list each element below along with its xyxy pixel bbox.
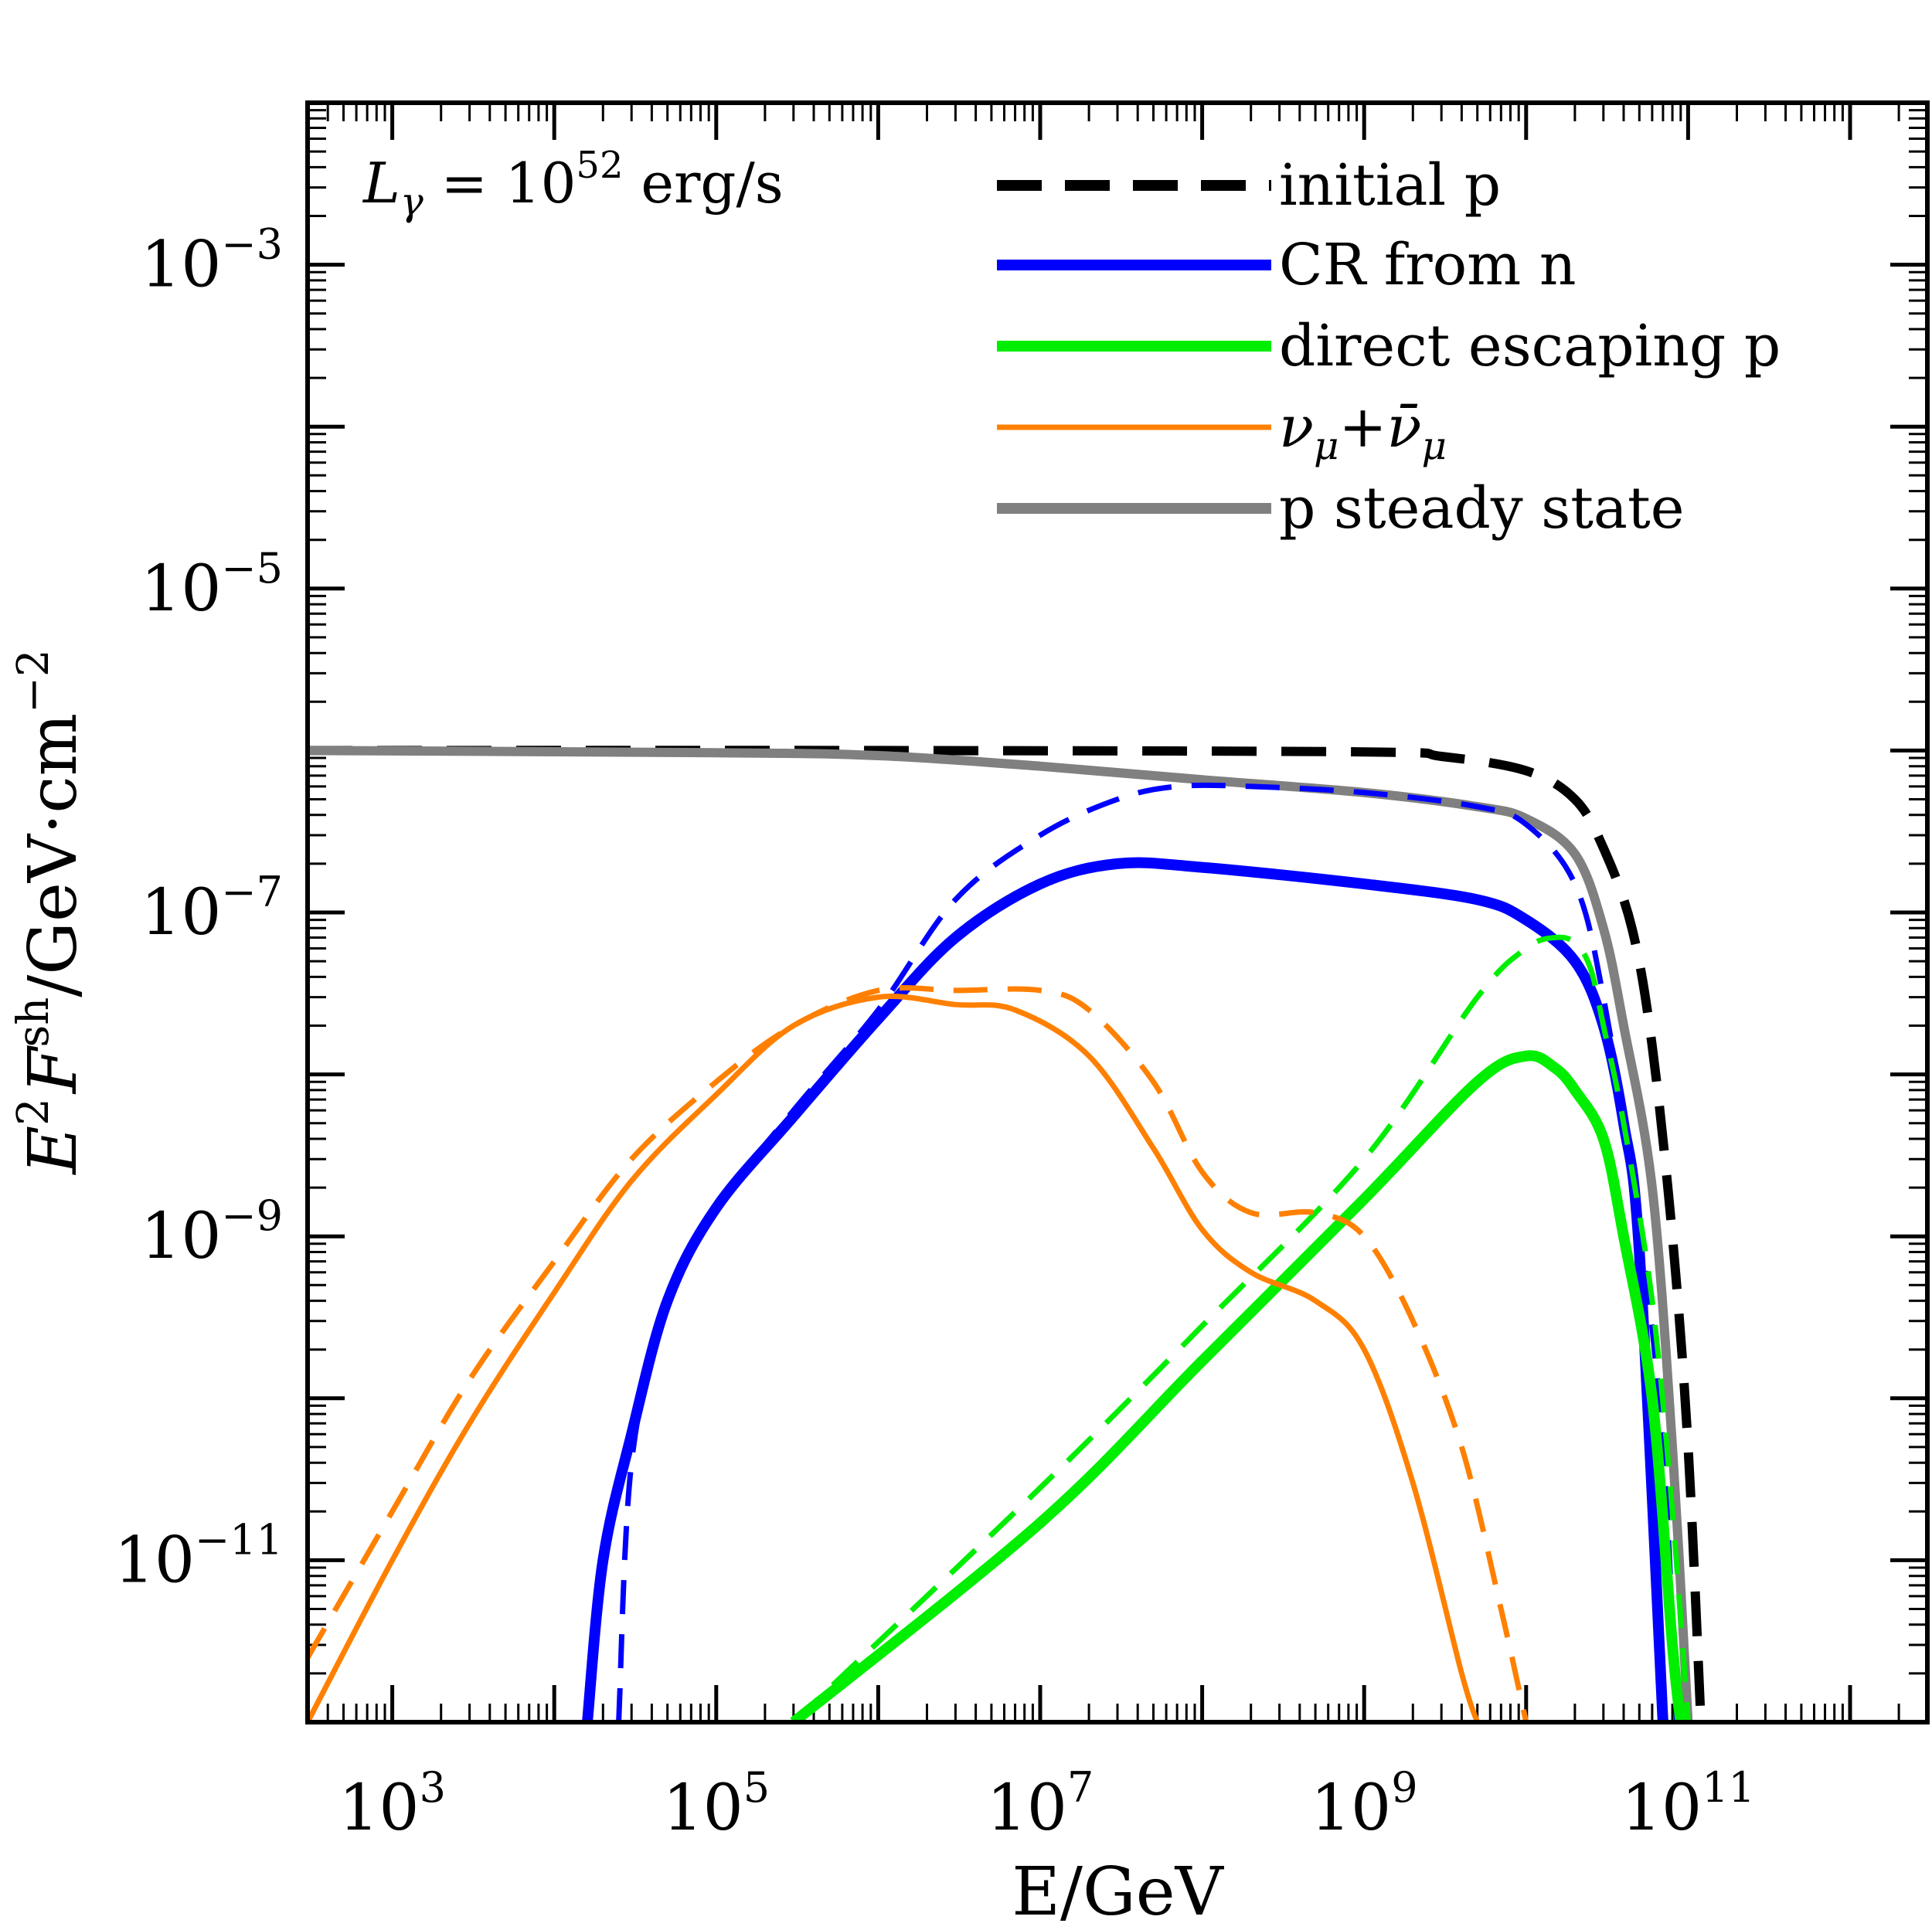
series-line xyxy=(582,857,1668,1722)
legend-label-neutrinos: νμ+ν̄μ xyxy=(1279,394,1447,468)
x-tick-labels: 103 105 107 109 1011 xyxy=(338,1763,1755,1845)
legend-label-cr-from-n: CR from n xyxy=(1279,232,1577,298)
series-line xyxy=(791,934,1691,1722)
x-axis-label: E/GeV xyxy=(1012,1854,1224,1930)
x-tick-label: 103 xyxy=(338,1763,446,1845)
series-layer xyxy=(308,746,1706,1722)
legend-label-direct-escaping-p: direct escaping p xyxy=(1279,313,1781,379)
y-tick-labels: 10−3 10−5 10−7 10−9 10−11 xyxy=(114,220,283,1598)
legend-label-initial-p: initial p xyxy=(1279,152,1501,219)
legend: initial p CR from n direct escaping p νμ… xyxy=(997,152,1781,542)
y-tick-label: 10−5 xyxy=(141,544,283,626)
series-line xyxy=(790,1050,1686,1722)
x-tick-label: 107 xyxy=(987,1763,1094,1845)
x-tick-label: 1011 xyxy=(1621,1763,1755,1845)
y-tick-label: 10−7 xyxy=(141,868,283,950)
axis-ticks xyxy=(306,103,1929,1722)
y-tick-label: 10−3 xyxy=(141,220,283,302)
plot-frame xyxy=(305,100,1930,1724)
series-line xyxy=(308,746,1706,1722)
legend-label-p-steady-state: p steady state xyxy=(1279,475,1685,542)
series-line xyxy=(616,782,1680,1722)
x-tick-label: 105 xyxy=(662,1763,770,1845)
x-tick-label: 109 xyxy=(1311,1763,1418,1845)
luminosity-annotation: Lγ = 1052 erg/s xyxy=(362,144,784,224)
y-tick-label: 10−11 xyxy=(114,1515,283,1597)
y-axis-label: E2Fsh/GeV·cm−2 xyxy=(9,649,92,1175)
series-line xyxy=(308,994,1481,1722)
y-tick-label: 10−9 xyxy=(141,1191,283,1273)
series-line xyxy=(308,985,1529,1722)
